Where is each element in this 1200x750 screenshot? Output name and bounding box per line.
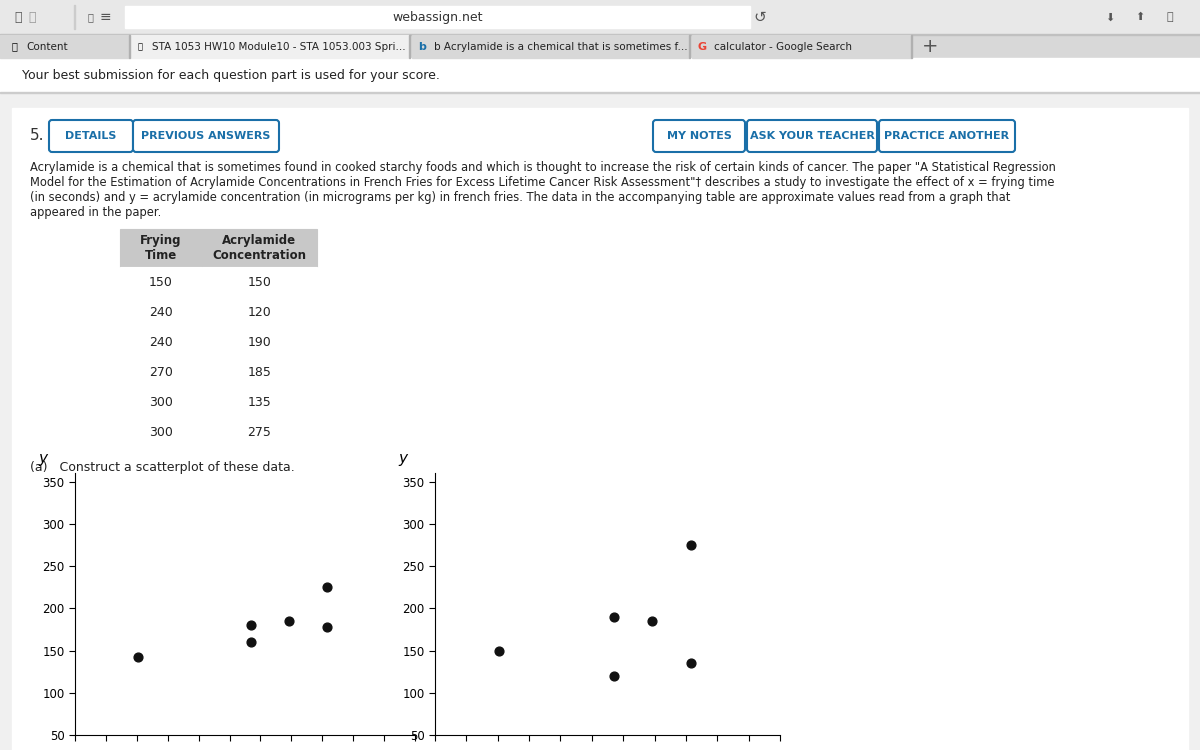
Text: PRACTICE ANOTHER: PRACTICE ANOTHER — [884, 131, 1009, 141]
Bar — [12, 60, 1188, 91]
Text: 300: 300 — [149, 395, 173, 409]
Text: 190: 190 — [247, 335, 271, 349]
Bar — [202, 267, 317, 297]
Text: ASK YOUR TEACHER: ASK YOUR TEACHER — [750, 131, 875, 141]
Text: Frying
Time: Frying Time — [140, 234, 181, 262]
Bar — [120, 267, 202, 297]
Text: 300: 300 — [149, 425, 173, 439]
Point — [317, 621, 336, 633]
Bar — [202, 297, 317, 327]
Text: +: + — [922, 37, 938, 56]
Bar — [120, 327, 202, 357]
Point — [680, 657, 700, 669]
Text: 240: 240 — [149, 305, 173, 319]
FancyBboxPatch shape — [746, 120, 877, 152]
Text: appeared in the paper.: appeared in the paper. — [30, 206, 161, 219]
Point — [280, 615, 299, 627]
FancyBboxPatch shape — [133, 120, 278, 152]
Bar — [0, 35, 130, 58]
Bar — [125, 6, 750, 28]
Text: ≡: ≡ — [100, 10, 110, 25]
Bar — [48, 9, 64, 25]
Text: 135: 135 — [247, 395, 271, 409]
Bar — [12, 108, 1188, 750]
Text: b: b — [418, 41, 426, 52]
FancyBboxPatch shape — [49, 120, 133, 152]
Text: 270: 270 — [149, 365, 173, 379]
Bar — [0, 58, 1200, 93]
Text: ↺: ↺ — [754, 10, 767, 25]
Point — [605, 670, 624, 682]
Text: PREVIOUS ANSWERS: PREVIOUS ANSWERS — [142, 131, 271, 141]
Text: MY NOTES: MY NOTES — [666, 131, 732, 141]
Point — [241, 620, 260, 632]
Text: ⬆: ⬆ — [1135, 13, 1145, 22]
Text: ⬛: ⬛ — [1166, 13, 1174, 22]
Point — [490, 645, 509, 657]
Text: calculator - Google Search: calculator - Google Search — [714, 41, 852, 52]
Text: 〈: 〈 — [14, 11, 22, 24]
Text: (a)   Construct a scatterplot of these data.: (a) Construct a scatterplot of these dat… — [30, 461, 295, 474]
Text: y: y — [38, 451, 48, 466]
Bar — [120, 229, 202, 267]
Bar — [412, 35, 689, 58]
Text: 150: 150 — [247, 275, 271, 289]
Bar — [120, 417, 202, 447]
Bar — [0, 93, 1200, 108]
Bar — [120, 387, 202, 417]
Bar — [202, 357, 317, 387]
Point — [317, 581, 336, 593]
Point — [643, 615, 662, 627]
Point — [680, 539, 700, 551]
Text: DETAILS: DETAILS — [65, 131, 116, 141]
Bar — [0, 92, 1200, 93]
Bar — [202, 229, 317, 267]
Bar — [130, 35, 409, 58]
Bar — [0, 35, 1200, 58]
Text: Content: Content — [26, 41, 67, 52]
Text: 📝: 📝 — [11, 41, 17, 52]
Point — [605, 611, 624, 623]
Bar — [202, 417, 317, 447]
Text: STA 1053 HW10 Module10 - STA 1053.003 Spri...: STA 1053 HW10 Module10 - STA 1053.003 Sp… — [152, 41, 406, 52]
Text: 120: 120 — [247, 305, 271, 319]
FancyBboxPatch shape — [878, 120, 1015, 152]
Bar — [120, 297, 202, 327]
Text: 🅦: 🅦 — [138, 42, 143, 51]
Text: 275: 275 — [247, 425, 271, 439]
Bar — [692, 35, 911, 58]
Point — [241, 636, 260, 648]
Text: 185: 185 — [247, 365, 271, 379]
Bar — [202, 327, 317, 357]
Point — [128, 650, 148, 662]
Text: webassign.net: webassign.net — [392, 11, 482, 24]
FancyBboxPatch shape — [653, 120, 745, 152]
Bar — [120, 357, 202, 387]
Bar — [0, 0, 1200, 35]
Text: Your best submission for each question part is used for your score.: Your best submission for each question p… — [22, 69, 440, 82]
Text: 5.: 5. — [30, 128, 44, 143]
Text: (in seconds) and y = acrylamide concentration (in micrograms per kg) in french f: (in seconds) and y = acrylamide concentr… — [30, 191, 1010, 204]
Text: Acrylamide
Concentration: Acrylamide Concentration — [212, 234, 306, 262]
Text: 🔒: 🔒 — [88, 13, 92, 22]
Text: Model for the Estimation of Acrylamide Concentrations in French Fries for Excess: Model for the Estimation of Acrylamide C… — [30, 176, 1055, 189]
Bar — [0, 34, 1200, 35]
Text: b Acrylamide is a chemical that is sometimes f...: b Acrylamide is a chemical that is somet… — [434, 41, 688, 52]
Text: Acrylamide is a chemical that is sometimes found in cooked starchy foods and whi: Acrylamide is a chemical that is sometim… — [30, 161, 1056, 174]
Text: 〉: 〉 — [29, 11, 36, 24]
Text: y: y — [398, 451, 408, 466]
Bar — [202, 387, 317, 417]
Text: 150: 150 — [149, 275, 173, 289]
Text: G: G — [697, 41, 707, 52]
Text: 240: 240 — [149, 335, 173, 349]
Text: ⬇: ⬇ — [1105, 13, 1115, 22]
